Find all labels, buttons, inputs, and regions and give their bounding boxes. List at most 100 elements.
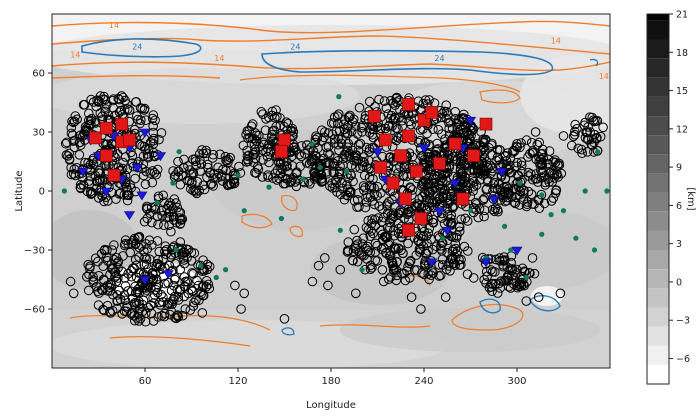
open-circle-marker xyxy=(435,270,446,281)
open-circle-marker xyxy=(456,260,466,270)
open-circle-marker xyxy=(180,304,191,314)
x-tick-label: 180 xyxy=(321,376,340,387)
open-circle-marker xyxy=(490,203,501,214)
open-circle-marker xyxy=(582,127,592,138)
open-circle-marker xyxy=(366,124,376,134)
open-circle-marker xyxy=(546,167,557,177)
open-circle-marker xyxy=(352,235,362,246)
open-circle-marker xyxy=(342,128,353,139)
red-square-marker xyxy=(399,192,412,206)
open-circle-marker xyxy=(311,151,322,161)
open-circle-marker xyxy=(428,268,439,278)
open-circle-marker xyxy=(132,111,142,121)
open-circle-marker xyxy=(357,127,367,137)
open-circle-marker xyxy=(70,170,81,181)
open-circle-marker xyxy=(183,245,194,255)
green-point-marker xyxy=(604,188,610,194)
open-circle-marker xyxy=(330,153,340,163)
blue-triangle-marker xyxy=(154,152,167,162)
open-circle-marker xyxy=(414,244,425,254)
open-circle-marker xyxy=(132,313,142,323)
open-circle-marker xyxy=(357,120,368,131)
red-square-marker xyxy=(107,169,121,182)
open-circle-marker xyxy=(148,127,159,138)
red-square-marker xyxy=(89,131,102,145)
open-circle-marker xyxy=(487,267,498,277)
open-circle-marker xyxy=(166,226,176,237)
colorbar-band xyxy=(647,173,669,193)
open-circle-marker xyxy=(479,205,490,216)
open-circle-marker xyxy=(432,171,443,182)
open-circle-marker xyxy=(428,218,439,228)
open-circle-marker xyxy=(316,177,327,187)
open-circle-marker xyxy=(296,141,307,151)
open-circle-marker xyxy=(358,233,369,243)
open-circle-marker xyxy=(151,274,162,285)
open-circle-marker xyxy=(133,114,143,125)
open-circle-marker xyxy=(552,168,562,179)
open-circle-marker xyxy=(334,168,345,179)
open-circle-marker xyxy=(208,149,218,160)
open-circle-marker xyxy=(421,231,432,241)
open-circle-marker xyxy=(95,91,106,101)
open-circle-marker xyxy=(313,260,324,271)
open-circle-marker xyxy=(389,230,400,241)
open-circle-marker xyxy=(97,285,108,296)
open-circle-marker xyxy=(407,152,418,162)
colorbar-band xyxy=(647,326,669,346)
open-circle-marker xyxy=(95,174,106,185)
open-circle-marker xyxy=(392,256,402,267)
open-circle-marker xyxy=(191,186,201,197)
open-circle-marker xyxy=(223,157,233,168)
open-circle-marker xyxy=(85,261,95,272)
open-circle-marker xyxy=(323,157,334,168)
open-circle-marker xyxy=(267,130,277,140)
open-circle-marker xyxy=(124,190,134,201)
red-square-marker xyxy=(275,145,288,158)
open-circle-marker xyxy=(68,169,79,179)
open-circle-marker xyxy=(352,239,363,249)
open-circle-marker xyxy=(431,145,442,155)
open-circle-marker xyxy=(148,110,159,120)
green-point-marker xyxy=(176,149,182,155)
open-circle-marker xyxy=(229,174,240,185)
open-circle-marker xyxy=(418,176,429,187)
colorbar-band xyxy=(647,20,669,40)
open-circle-marker xyxy=(365,264,376,275)
open-circle-marker xyxy=(426,166,437,176)
open-circle-marker xyxy=(521,135,532,145)
open-circle-marker xyxy=(125,180,135,190)
open-circle-marker xyxy=(294,149,305,160)
open-circle-marker xyxy=(406,119,416,130)
open-circle-marker xyxy=(275,120,286,131)
green-point-marker xyxy=(523,274,529,281)
colorbar-band xyxy=(647,154,669,174)
open-circle-marker xyxy=(365,128,375,138)
open-circle-marker xyxy=(382,222,393,233)
open-circle-marker xyxy=(405,256,416,267)
open-circle-marker xyxy=(154,246,165,257)
open-circle-marker xyxy=(102,252,112,263)
open-circle-marker xyxy=(354,139,364,150)
open-circle-marker xyxy=(354,102,365,113)
blue-triangle-marker xyxy=(511,246,523,256)
open-circle-marker xyxy=(102,100,112,110)
colorbar-band xyxy=(647,230,669,250)
open-circle-marker xyxy=(384,274,394,285)
open-circle-marker xyxy=(123,286,133,296)
red-square-marker xyxy=(402,98,415,111)
open-circle-marker xyxy=(137,299,148,310)
open-circle-marker xyxy=(510,270,520,280)
open-circle-marker xyxy=(400,275,411,286)
open-circle-marker xyxy=(523,167,534,178)
open-circle-marker xyxy=(413,137,424,148)
open-circle-marker xyxy=(287,125,297,136)
open-circle-marker xyxy=(361,197,372,207)
open-circle-marker xyxy=(589,137,599,148)
open-circle-marker xyxy=(153,254,163,265)
red-square-marker xyxy=(378,133,392,147)
open-circle-marker xyxy=(456,214,467,225)
open-circle-marker xyxy=(502,148,513,158)
open-circle-marker xyxy=(414,200,425,211)
open-circle-marker xyxy=(163,200,174,211)
